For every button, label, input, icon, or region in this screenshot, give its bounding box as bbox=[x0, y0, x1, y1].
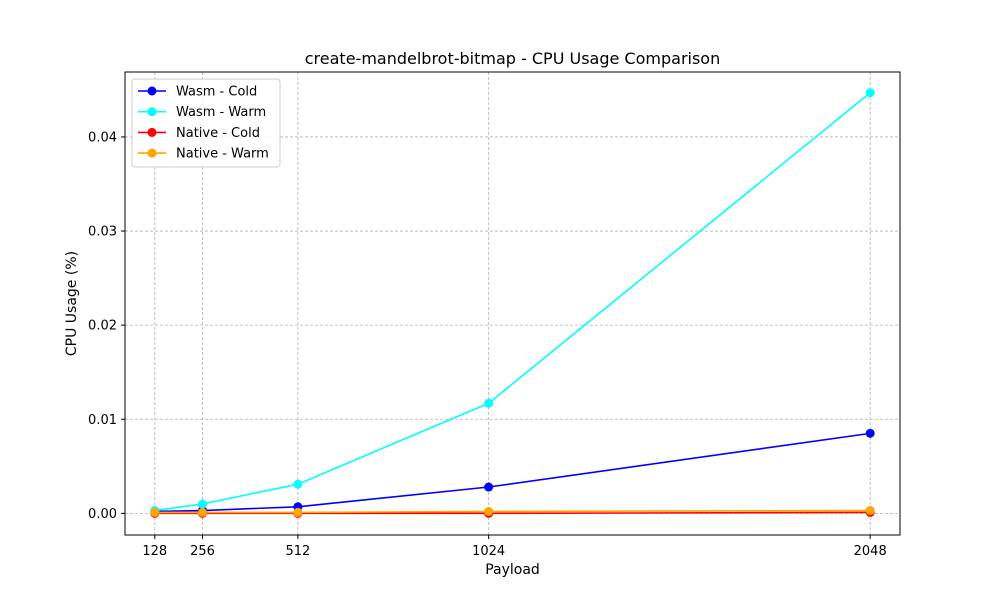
y-axis-label: CPU Usage (%) bbox=[64, 251, 80, 356]
data-point bbox=[484, 398, 494, 408]
data-point bbox=[150, 507, 160, 517]
legend-item: Wasm - Warm bbox=[138, 105, 266, 120]
legend-item: Native - Cold bbox=[138, 126, 260, 141]
plot-frame bbox=[124, 71, 901, 536]
series-native-warm bbox=[150, 506, 875, 517]
legend-label: Wasm - Warm bbox=[176, 105, 266, 120]
data-point bbox=[865, 88, 875, 98]
legend-box bbox=[131, 78, 281, 168]
x-tick-label: 128 bbox=[142, 544, 167, 559]
data-point bbox=[293, 479, 303, 489]
data-point bbox=[198, 507, 207, 517]
data-point bbox=[865, 506, 875, 516]
x-axis: 128 256 512 1024 2048 bbox=[142, 535, 887, 559]
y-tick-label: 0.03 bbox=[88, 225, 117, 240]
x-axis-label: Payload bbox=[485, 562, 540, 578]
y-tick-label: 0.00 bbox=[88, 507, 117, 522]
legend: Wasm - Cold Wasm - Warm Native - Cold Nativ… bbox=[131, 78, 281, 168]
x-tick-label: 256 bbox=[190, 544, 215, 559]
data-point bbox=[484, 482, 494, 492]
x-tick-label: 1024 bbox=[472, 544, 505, 559]
legend-label: Wasm - Cold bbox=[176, 85, 257, 100]
legend-label: Native - Cold bbox=[176, 126, 260, 141]
y-tick-label: 0.04 bbox=[88, 130, 117, 145]
data-point bbox=[293, 507, 303, 517]
legend-marker bbox=[147, 86, 157, 96]
legend-marker bbox=[147, 127, 157, 137]
y-tick-label: 0.01 bbox=[88, 413, 117, 428]
legend-item: Native - Warm bbox=[138, 147, 269, 162]
x-tick-label: 2048 bbox=[854, 544, 887, 559]
y-tick-label: 0.02 bbox=[88, 319, 117, 334]
y-axis: 0.00 0.01 0.02 0.03 0.04 bbox=[88, 130, 125, 522]
data-point bbox=[198, 499, 207, 509]
legend-marker bbox=[147, 148, 157, 158]
data-point bbox=[865, 428, 875, 438]
legend-item: Wasm - Cold bbox=[138, 85, 257, 100]
x-tick-label: 512 bbox=[285, 544, 310, 559]
data-point bbox=[484, 506, 494, 516]
series-group bbox=[150, 88, 875, 518]
legend-label: Native - Warm bbox=[176, 147, 269, 162]
chart-title: create-mandelbrot-bitmap - CPU Usage Com… bbox=[305, 49, 720, 68]
legend-marker bbox=[147, 107, 157, 117]
